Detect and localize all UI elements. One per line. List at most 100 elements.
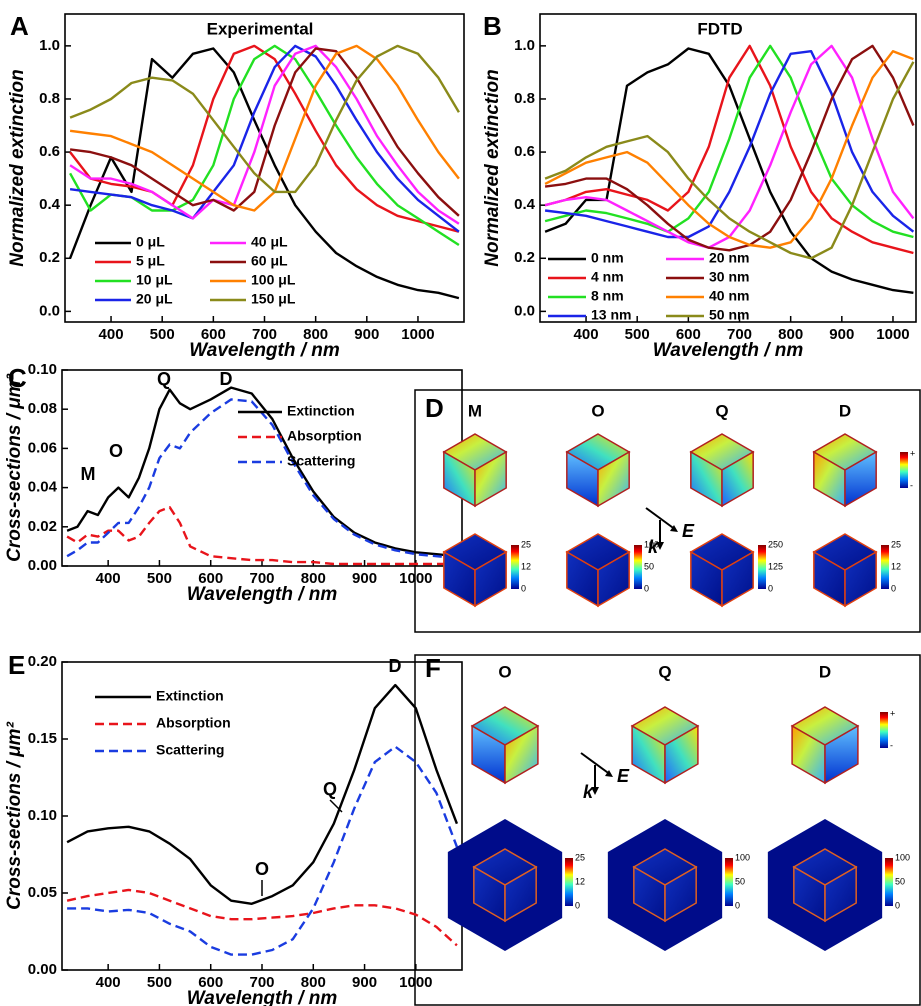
- colorbar: [725, 858, 733, 906]
- y-tick-label: 0.6: [39, 143, 60, 160]
- colorbar-sign: +: [910, 448, 915, 458]
- colorbar-label: 0: [521, 583, 526, 593]
- x-tick-label: 1000: [399, 974, 432, 991]
- x-tick-label: 400: [99, 326, 124, 343]
- colorbar: [634, 545, 642, 589]
- x-axis-title: Wavelength / nm: [653, 340, 804, 361]
- colorbar: [880, 712, 888, 748]
- data-line: [545, 46, 913, 237]
- y-tick-label: 0.20: [28, 653, 57, 670]
- panel-letter: A: [10, 11, 29, 41]
- k-label: k: [583, 782, 594, 802]
- colorbar-sign: -: [910, 480, 913, 490]
- legend-label: Extinction: [156, 688, 224, 704]
- column-label: Q: [715, 401, 728, 420]
- x-tick-label: 500: [625, 326, 650, 343]
- data-line: [70, 46, 459, 232]
- y-tick-label: 0.2: [39, 249, 60, 266]
- y-axis-title: Normalized extinction: [7, 69, 28, 266]
- colorbar-label: 25: [521, 539, 531, 549]
- legend-label: Absorption: [287, 428, 362, 444]
- legend-label: Scattering: [287, 453, 355, 469]
- colorbar-sign: -: [890, 740, 893, 750]
- legend-label: 8 nm: [591, 288, 624, 304]
- annotation: D: [220, 369, 233, 389]
- y-tick-label: 0.00: [28, 961, 57, 978]
- y-tick-label: 0.10: [28, 361, 57, 378]
- annotation: Q: [157, 369, 171, 389]
- y-tick-label: 1.0: [514, 37, 535, 54]
- panel-letter: F: [425, 653, 441, 683]
- colorbar: [511, 545, 519, 589]
- colorbar: [565, 858, 573, 906]
- e-label: E: [617, 766, 630, 786]
- x-axis-title: Wavelength / nm: [187, 988, 338, 1006]
- column-label: D: [819, 662, 831, 681]
- x-tick-label: 1000: [401, 326, 434, 343]
- x-tick-label: 900: [354, 326, 379, 343]
- colorbar: [885, 858, 893, 906]
- column-label: D: [839, 401, 851, 420]
- colorbar-label: 250: [768, 539, 783, 549]
- chart-title: Experimental: [207, 19, 314, 38]
- y-tick-label: 1.0: [39, 37, 60, 54]
- colorbar-label: 0: [891, 583, 896, 593]
- legend-label: 40 μL: [251, 234, 288, 250]
- y-tick-label: 0.8: [39, 90, 60, 107]
- y-tick-label: 0.10: [28, 807, 57, 824]
- y-axis-title: Normalized extinction: [482, 69, 503, 266]
- colorbar-label: 25: [575, 852, 585, 862]
- colorbar-label: 50: [644, 561, 654, 571]
- colorbar-label: 0: [895, 900, 900, 910]
- plot-frame: [62, 370, 462, 566]
- x-tick-label: 1000: [399, 570, 432, 587]
- y-tick-label: 0.05: [28, 884, 57, 901]
- legend-label: 60 μL: [251, 253, 288, 269]
- chart-title: FDTD: [697, 19, 742, 38]
- data-line: [67, 507, 457, 564]
- annotation: O: [109, 441, 123, 461]
- y-axis-title: Cross-sections / μm²: [4, 373, 25, 561]
- x-tick-label: 500: [147, 570, 172, 587]
- panel-letter: D: [425, 393, 444, 423]
- column-label: O: [591, 401, 604, 420]
- y-tick-label: 0.06: [28, 439, 57, 456]
- colorbar: [758, 545, 766, 589]
- x-tick-label: 400: [96, 570, 121, 587]
- x-tick-label: 900: [829, 326, 854, 343]
- data-line: [67, 399, 457, 558]
- y-tick-label: 0.15: [28, 730, 57, 747]
- series-group: [67, 685, 457, 955]
- colorbar-label: 50: [895, 876, 905, 886]
- y-tick-label: 0.0: [514, 302, 535, 319]
- legend-label: 40 nm: [709, 288, 749, 304]
- series-group: [67, 388, 457, 564]
- colorbar-label: 50: [735, 876, 745, 886]
- colorbar-label: 12: [891, 561, 901, 571]
- x-tick-label: 900: [352, 974, 377, 991]
- data-line: [67, 890, 457, 946]
- legend-label: 5 μL: [136, 253, 165, 269]
- plot-frame: [62, 662, 462, 970]
- panel-letter: B: [483, 11, 502, 41]
- figure: AExperimental0.00.20.40.60.81.0400500600…: [0, 0, 921, 1006]
- y-tick-label: 0.0: [39, 302, 60, 319]
- y-tick-label: 0.04: [28, 479, 58, 496]
- legend-label: 10 μL: [136, 272, 173, 288]
- colorbar-label: 25: [891, 539, 901, 549]
- x-tick-label: 1000: [876, 326, 909, 343]
- x-tick-label: 500: [150, 326, 175, 343]
- x-tick-label: 900: [352, 570, 377, 587]
- panel-letter: E: [8, 650, 25, 680]
- y-tick-label: 0.08: [28, 400, 57, 417]
- annotation: O: [255, 859, 269, 879]
- colorbar-label: 0: [768, 583, 773, 593]
- legend-label: Extinction: [287, 403, 355, 419]
- annotation: M: [81, 464, 96, 484]
- colorbar: [881, 545, 889, 589]
- colorbar-label: 12: [521, 561, 531, 571]
- colorbar-label: 0: [575, 900, 580, 910]
- data-line: [70, 46, 459, 232]
- x-axis-title: Wavelength / nm: [189, 340, 340, 361]
- y-axis-title: Cross-sections / μm²: [4, 721, 25, 909]
